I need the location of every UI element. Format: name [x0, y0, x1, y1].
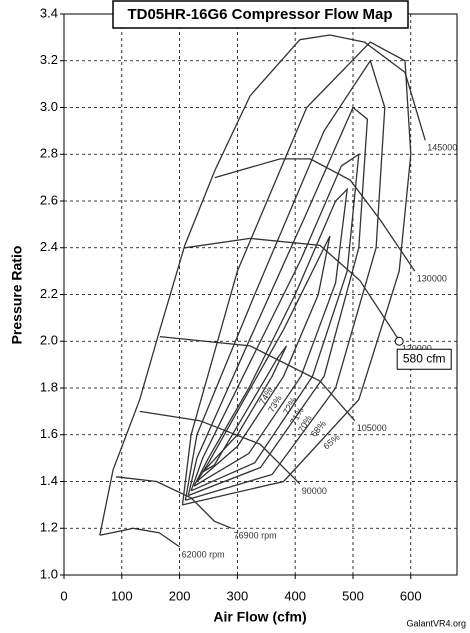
speed-label: 90000 — [302, 486, 327, 496]
y-tick-label: 3.2 — [40, 52, 58, 67]
speed-line — [184, 237, 401, 342]
efficiency-island — [193, 187, 349, 487]
x-axis-label: Air Flow (cfm) — [213, 609, 306, 625]
speed-label: 76900 rpm — [234, 531, 277, 541]
efficiency-island — [202, 345, 288, 473]
x-tick-label: 500 — [342, 588, 364, 603]
y-tick-label: 2.2 — [40, 286, 58, 301]
speed-label: 130000 — [417, 274, 447, 284]
y-tick-label: 3.4 — [40, 5, 58, 20]
y-tick-label: 1.2 — [40, 520, 58, 535]
x-tick-label: 100 — [111, 588, 133, 603]
y-tick-label: 2.4 — [40, 239, 58, 254]
efficiency-island — [196, 235, 331, 482]
speed-line — [159, 335, 356, 422]
efficiency-island — [184, 59, 386, 501]
efficiency-island — [181, 41, 412, 506]
x-tick-label: 300 — [227, 588, 249, 603]
x-tick-label: 400 — [284, 588, 306, 603]
x-tick-label: 0 — [60, 588, 67, 603]
x-tick-label: 600 — [400, 588, 422, 603]
y-tick-label: 1.6 — [40, 426, 58, 441]
speed-label: 145000 — [427, 143, 457, 153]
chart-title: TD05HR-16G6 Compressor Flow Map — [127, 6, 392, 23]
operating-point — [394, 336, 404, 346]
y-axis-label: Pressure Ratio — [9, 246, 25, 345]
plot-area — [63, 13, 458, 576]
plot-layer — [63, 13, 457, 576]
annotation-box — [396, 348, 452, 370]
y-tick-label: 1.4 — [40, 473, 58, 488]
y-tick-label: 1.8 — [40, 379, 58, 394]
speed-line — [214, 158, 416, 272]
speed-label: 120000 — [402, 344, 432, 354]
speed-label: 62000 rpm — [182, 549, 225, 559]
y-tick-label: 3.0 — [40, 99, 58, 114]
y-tick-label: 1.0 — [40, 566, 58, 581]
efficiency-island — [190, 152, 360, 492]
speed-line — [99, 527, 180, 548]
y-tick-label: 2.0 — [40, 333, 58, 348]
speed-line — [299, 34, 426, 141]
efficiency-island — [187, 106, 369, 497]
watermark: GalantVR4.org — [406, 618, 466, 628]
y-tick-label: 2.6 — [40, 192, 58, 207]
title-box — [112, 0, 409, 29]
x-tick-label: 200 — [169, 588, 191, 603]
annotation-label: 580 cfm — [403, 351, 446, 365]
y-tick-label: 2.8 — [40, 146, 58, 161]
surge-line — [99, 39, 301, 536]
speed-label: 105000 — [357, 423, 387, 433]
